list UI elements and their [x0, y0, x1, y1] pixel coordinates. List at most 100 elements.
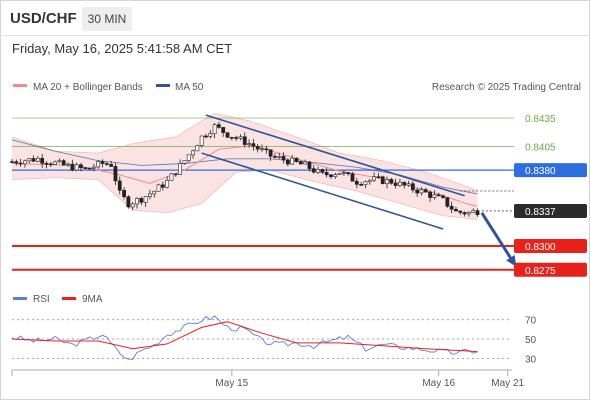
candle-body: [341, 172, 346, 174]
rsi-tick-label: 50: [525, 335, 537, 346]
arrow-head: [506, 254, 517, 267]
level-label-box: [514, 262, 587, 277]
candle-body: [359, 184, 364, 186]
candle-body: [303, 161, 308, 165]
level-label: 0.8380: [525, 166, 556, 177]
candle-body: [398, 181, 402, 186]
candle-body: [229, 136, 234, 139]
candle-body: [186, 154, 191, 162]
candle-body: [31, 158, 36, 162]
candle-body: [83, 167, 88, 169]
candle-body: [96, 161, 101, 168]
candle-body: [87, 167, 92, 170]
candle-body: [156, 184, 161, 192]
candle-body: [466, 212, 471, 215]
candle-body: [204, 135, 208, 138]
candle-body: [298, 161, 303, 165]
candle-body: [130, 203, 135, 208]
candle-body: [109, 164, 114, 167]
channel-lower-line: [201, 152, 444, 230]
candle-body: [445, 197, 450, 207]
candle-body: [428, 191, 433, 198]
candle-body: [182, 160, 187, 164]
rsi-ma-legend-swatch: [62, 297, 76, 300]
candle-body: [415, 189, 420, 194]
candle-body: [195, 145, 200, 152]
candle-body: [290, 157, 295, 165]
candle-body: [143, 196, 148, 203]
candle-body: [148, 193, 152, 197]
candle-body: [44, 162, 49, 165]
price-level-labels: 0.8435 0.8405 0.8380 0.8337 0.8300 0.8275: [514, 114, 587, 277]
candle-body: [346, 172, 351, 175]
candle-body: [419, 189, 424, 194]
ma50-line: [11, 139, 478, 195]
candle-body: [372, 176, 376, 181]
candle-body: [285, 159, 290, 165]
forecast-arrow: [480, 212, 517, 267]
time-axis-label: May 16: [422, 378, 455, 389]
candle-body: [10, 161, 14, 163]
candle-body: [337, 173, 342, 175]
level-label: 0.8275: [525, 266, 556, 277]
candle-body: [423, 189, 428, 193]
rsi-tick-label: 70: [525, 316, 537, 327]
candle-body: [260, 148, 264, 151]
channel-upper-line: [205, 114, 465, 197]
candle-body: [462, 212, 467, 215]
candle-body: [255, 146, 260, 150]
candle-body: [169, 173, 174, 181]
candle-body: [225, 132, 230, 138]
rsi-line: [11, 315, 478, 360]
candle-body: [294, 157, 299, 162]
candle-body: [122, 190, 126, 198]
candle-body: [216, 124, 221, 128]
candle-body: [104, 163, 109, 165]
candle-body: [191, 150, 195, 156]
symbol-title: USD/CHF: [10, 10, 77, 27]
candle-body: [74, 164, 79, 171]
candle-body: [57, 160, 62, 163]
ma20-legend-swatch: [13, 84, 27, 87]
candle-body: [53, 161, 58, 165]
timeframe-badge[interactable]: 30 MIN: [82, 7, 132, 31]
time-axis-label: May 15: [215, 378, 248, 389]
candle-body: [70, 163, 75, 171]
candle-body: [264, 148, 269, 151]
candle-body: [410, 183, 415, 191]
level-label-box: [514, 239, 587, 254]
ma50-legend-swatch: [156, 84, 170, 87]
candle-body: [27, 158, 32, 162]
candle-body: [199, 135, 204, 146]
level-label: 0.8435: [525, 114, 556, 125]
candle-body: [316, 169, 320, 173]
rsi-legend-swatch: [13, 297, 27, 300]
candle-body: [238, 136, 243, 139]
candle-body: [79, 164, 83, 168]
level-label: 0.8405: [525, 142, 556, 153]
candle-body: [441, 195, 445, 198]
candle-body: [61, 160, 66, 166]
candle-body: [277, 156, 282, 158]
level-label: 0.8337: [525, 207, 556, 218]
candle-body: [100, 161, 105, 164]
rsi-panel: 70 50 30: [11, 315, 537, 365]
header-divider: [0, 35, 588, 36]
candle-body: [311, 168, 316, 173]
candle-body: [324, 172, 329, 176]
candle-body: [471, 210, 476, 213]
candle-body: [14, 161, 19, 164]
candle-body: [389, 179, 394, 184]
candle-body: [160, 184, 165, 188]
candle-body: [281, 156, 286, 161]
candle-body: [329, 174, 333, 177]
rsi-tick-label: 30: [525, 354, 537, 365]
candle-body: [454, 208, 458, 212]
time-axis-label: May 21: [491, 378, 524, 389]
level-label: 0.8300: [525, 242, 556, 253]
candle-body: [35, 158, 40, 162]
candle-body: [320, 169, 325, 173]
candle-body: [113, 166, 118, 182]
candle-body: [165, 180, 170, 188]
rsi-legend: RSI 9MA: [13, 294, 103, 305]
